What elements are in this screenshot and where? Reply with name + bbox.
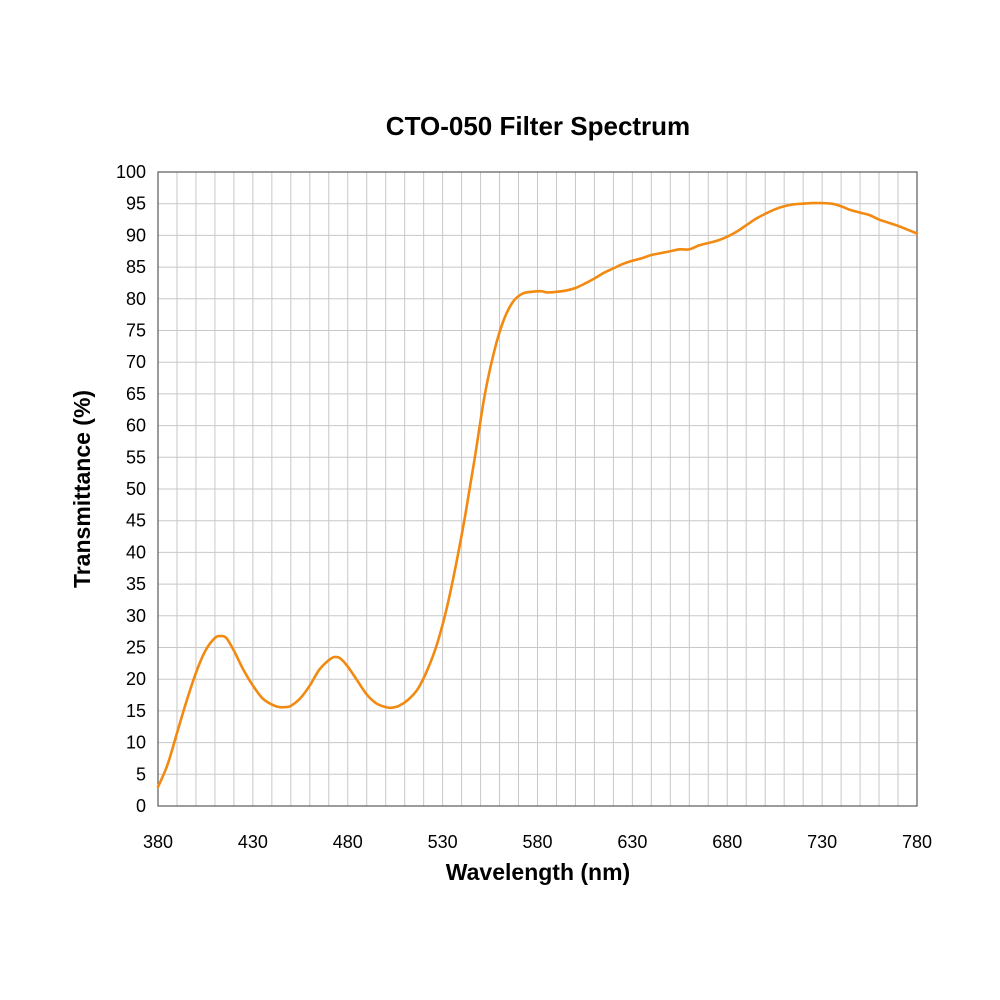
x-tick-label: 430 — [238, 832, 268, 852]
y-tick-label: 100 — [116, 162, 146, 182]
y-tick-label: 95 — [126, 194, 146, 214]
y-tick-label: 55 — [126, 447, 146, 467]
x-tick-label: 730 — [807, 832, 837, 852]
y-tick-label: 60 — [126, 416, 146, 436]
series-layer — [156, 201, 919, 789]
x-tick-label: 680 — [712, 832, 742, 852]
y-tick-label: 25 — [126, 638, 146, 658]
plot-frame — [157, 171, 918, 807]
x-tick-label: 580 — [522, 832, 552, 852]
y-tick-label: 5 — [136, 764, 146, 784]
y-tick-label: 15 — [126, 701, 146, 721]
series-line — [156, 201, 919, 789]
x-tick-label: 780 — [902, 832, 932, 852]
x-axis-label: Wavelength (nm) — [446, 859, 630, 885]
y-tick-label: 40 — [126, 542, 146, 562]
plot-grid — [158, 172, 917, 806]
chart-title: CTO-050 Filter Spectrum — [386, 111, 690, 141]
y-tick-label: 0 — [136, 796, 146, 816]
x-tick-label: 380 — [143, 832, 173, 852]
y-tick-label: 45 — [126, 511, 146, 531]
y-axis-tick-labels: 0 5 10 15 20 25 30 35 40 45 50 55 60 65 70 75 80 85 90 95 10… — [116, 162, 146, 816]
y-tick-label: 70 — [126, 352, 146, 372]
y-tick-label: 35 — [126, 574, 146, 594]
y-tick-label: 80 — [126, 289, 146, 309]
y-tick-label: 20 — [126, 669, 146, 689]
x-tick-label: 630 — [617, 832, 647, 852]
y-tick-label: 30 — [126, 606, 146, 626]
x-axis-tick-labels: 380 430 480 530 580 630 680 730 780 — [143, 832, 932, 852]
y-tick-label: 10 — [126, 733, 146, 753]
y-tick-label: 65 — [126, 384, 146, 404]
y-tick-label: 50 — [126, 479, 146, 499]
y-tick-label: 85 — [126, 257, 146, 277]
y-axis-label: Transmittance (%) — [69, 390, 95, 588]
y-tick-label: 75 — [126, 321, 146, 341]
y-tick-label: 90 — [126, 225, 146, 245]
x-tick-label: 480 — [333, 832, 363, 852]
x-tick-label: 530 — [428, 832, 458, 852]
